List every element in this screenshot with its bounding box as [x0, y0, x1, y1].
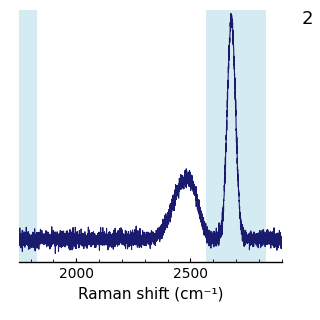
- Bar: [206, 10, 266, 262]
- Bar: [19, 10, 37, 262]
- X-axis label: Raman shift (cm⁻¹): Raman shift (cm⁻¹): [78, 287, 223, 302]
- Text: 2: 2: [302, 10, 314, 28]
